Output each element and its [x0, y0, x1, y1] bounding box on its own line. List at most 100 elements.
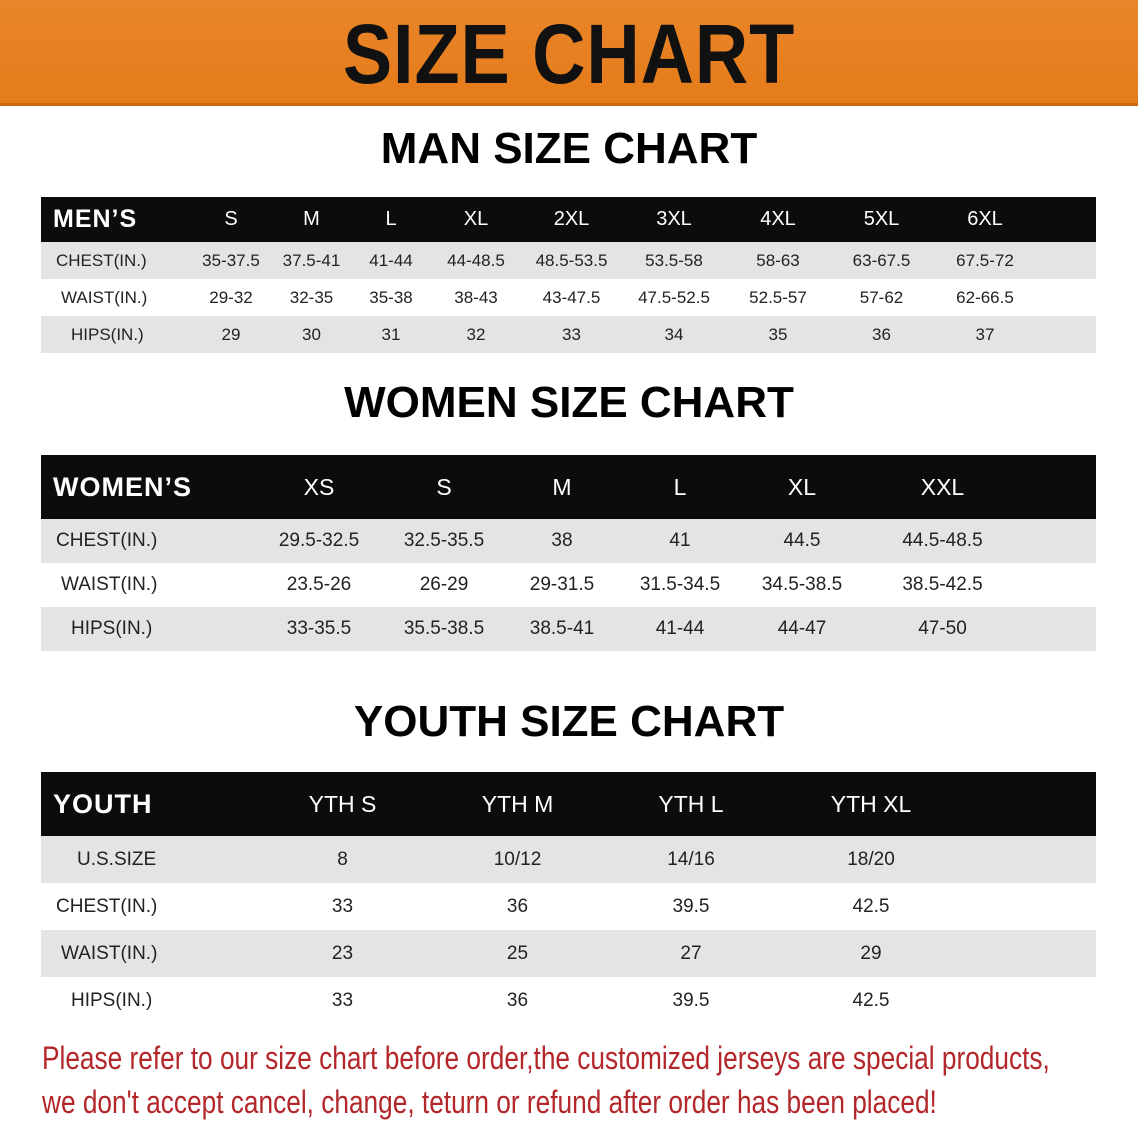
measurement-value: 35: [726, 316, 830, 353]
measurement-value: [966, 930, 1096, 977]
measurement-value: [1020, 563, 1096, 607]
measurement-value: 14/16: [606, 836, 776, 883]
size-header: M: [503, 455, 621, 519]
measurement-value: 32: [431, 316, 521, 353]
size-chart-banner: SIZE CHART: [0, 0, 1138, 106]
measurement-value: 29-31.5: [529, 574, 595, 595]
measurement-value: 27: [606, 930, 776, 977]
header-row: YOUTH YTH S YTH M YTH L YTH XL: [41, 772, 1096, 836]
size-header: XXL: [865, 455, 1020, 519]
measurement-value: 53.5-58: [622, 242, 726, 279]
measurement-value: 67.5-72: [933, 242, 1037, 279]
table-label-header: WOMEN’S: [41, 455, 253, 519]
table-row: CHEST(IN.) 33 36 39.5 42.5: [41, 883, 1096, 930]
header-row: MEN’S S M L XL 2XL 3XL 4XL 5XL 6XL: [41, 197, 1096, 242]
measurement-value: [1020, 519, 1096, 563]
size-header: [1020, 455, 1096, 519]
size-header: 2XL: [521, 197, 622, 242]
measurement-value: 34.5-38.5: [761, 574, 843, 595]
size-header: [1037, 197, 1096, 242]
measurement-value: 52.5-57: [749, 287, 807, 307]
size-header: XL: [431, 197, 521, 242]
measurement-value: 25: [429, 930, 606, 977]
measurement-value: [966, 883, 1096, 930]
measurement-value: 35-38: [369, 287, 413, 307]
measurement-label: CHEST(IN.): [41, 519, 253, 563]
men-section-title: MAN SIZE CHART: [380, 124, 758, 173]
size-header: L: [351, 197, 431, 242]
header-row: WOMEN’S XS S M L XL XXL: [41, 455, 1096, 519]
measurement-value: 38: [503, 519, 621, 563]
measurement-value: 37: [933, 316, 1037, 353]
measurement-label: HIPS(IN.): [41, 607, 253, 651]
measurement-value: 47.5-52.5: [638, 287, 710, 307]
size-header: XL: [739, 455, 865, 519]
order-notice: Please refer to our size chart before or…: [42, 1036, 1050, 1124]
measurement-value: [966, 836, 1096, 883]
size-header: 4XL: [726, 197, 830, 242]
size-header: 5XL: [830, 197, 933, 242]
measurement-value: 48.5-53.5: [521, 242, 622, 279]
measurement-value: 36: [830, 316, 933, 353]
size-header: 6XL: [933, 197, 1037, 242]
table-row: WAIST(IN.) 29-32 32-35 35-38 38-43 43-47.5 47.…: [41, 279, 1096, 316]
measurement-value: 39.5: [672, 989, 710, 1011]
measurement-value: 35.5-38.5: [385, 607, 503, 651]
measurement-value: 43-47.5: [542, 287, 601, 307]
measurement-label: U.S.SIZE: [41, 836, 256, 883]
measurement-value: 39.5: [672, 895, 710, 917]
measurement-value: 32-35: [289, 287, 334, 307]
notice-line-1: Please refer to our size chart before or…: [42, 1040, 1050, 1076]
youth-section-title: YOUTH SIZE CHART: [353, 697, 785, 746]
measurement-value: 29.5-32.5: [253, 519, 385, 563]
measurement-label: HIPS(IN.): [71, 989, 153, 1011]
table-row: CHEST(IN.) 29.5-32.5 32.5-35.5 38 41 44.5 44.5…: [41, 519, 1096, 563]
size-header: YTH L: [606, 772, 776, 836]
measurement-value: 23.5-26: [286, 574, 352, 595]
measurement-value: 33: [331, 989, 354, 1011]
women-section-title: WOMEN SIZE CHART: [344, 378, 794, 427]
measurement-value: 23: [256, 930, 429, 977]
size-header: [966, 772, 1096, 836]
women-size-table: WOMEN’S XS S M L XL XXL CHEST(IN.) 29.5-32.5 32.5…: [41, 455, 1096, 651]
table-row: HIPS(IN.) 29 30 31 32 33 34 35 36 37: [41, 316, 1096, 353]
size-header: S: [190, 197, 272, 242]
size-header: L: [621, 455, 739, 519]
measurement-value: 44-48.5: [431, 242, 521, 279]
table-row: WAIST(IN.) 23.5-26 26-29 29-31.5 31.5-34.5 34…: [41, 563, 1096, 607]
table-row: WAIST(IN.) 23 25 27 29: [41, 930, 1096, 977]
measurement-value: [966, 977, 1096, 1024]
measurement-value: 63-67.5: [830, 242, 933, 279]
table-label-header: YOUTH: [41, 772, 256, 836]
measurement-value: 42.5: [852, 989, 890, 1011]
measurement-value: 33: [331, 895, 354, 917]
size-header: YTH XL: [776, 772, 966, 836]
measurement-value: 32.5-35.5: [385, 519, 503, 563]
measurement-value: 18/20: [776, 836, 966, 883]
measurement-value: 37.5-41: [272, 242, 351, 279]
measurement-value: 33: [521, 316, 622, 353]
measurement-value: 44-47: [739, 607, 865, 651]
size-header: S: [385, 455, 503, 519]
main-title: SIZE CHART: [342, 7, 796, 101]
measurement-value: 41: [621, 519, 739, 563]
measurement-label: WAIST(IN.): [61, 574, 158, 595]
measurement-value: 33-35.5: [253, 607, 385, 651]
men-size-table: MEN’S S M L XL 2XL 3XL 4XL 5XL 6XL CHEST(IN.) 35-37…: [41, 197, 1096, 353]
measurement-value: 41-44: [351, 242, 431, 279]
measurement-label: CHEST(IN.): [56, 895, 158, 917]
measurement-label: HIPS(IN.): [41, 316, 190, 353]
table-row: CHEST(IN.) 35-37.5 37.5-41 41-44 44-48.5 48.5…: [41, 242, 1096, 279]
size-header: YTH M: [429, 772, 606, 836]
measurement-value: 26-29: [419, 574, 469, 595]
measurement-label: WAIST(IN.): [61, 287, 148, 307]
table-row: HIPS(IN.) 33 36 39.5 42.5: [41, 977, 1096, 1024]
measurement-value: 38-43: [454, 287, 498, 307]
measurement-value: 36: [506, 989, 529, 1011]
measurement-value: 47-50: [865, 607, 1020, 651]
table-row: HIPS(IN.) 33-35.5 35.5-38.5 38.5-41 41-44 44-…: [41, 607, 1096, 651]
measurement-value: 31: [351, 316, 431, 353]
measurement-label: WAIST(IN.): [41, 930, 256, 977]
measurement-value: 10/12: [429, 836, 606, 883]
size-header: XS: [253, 455, 385, 519]
